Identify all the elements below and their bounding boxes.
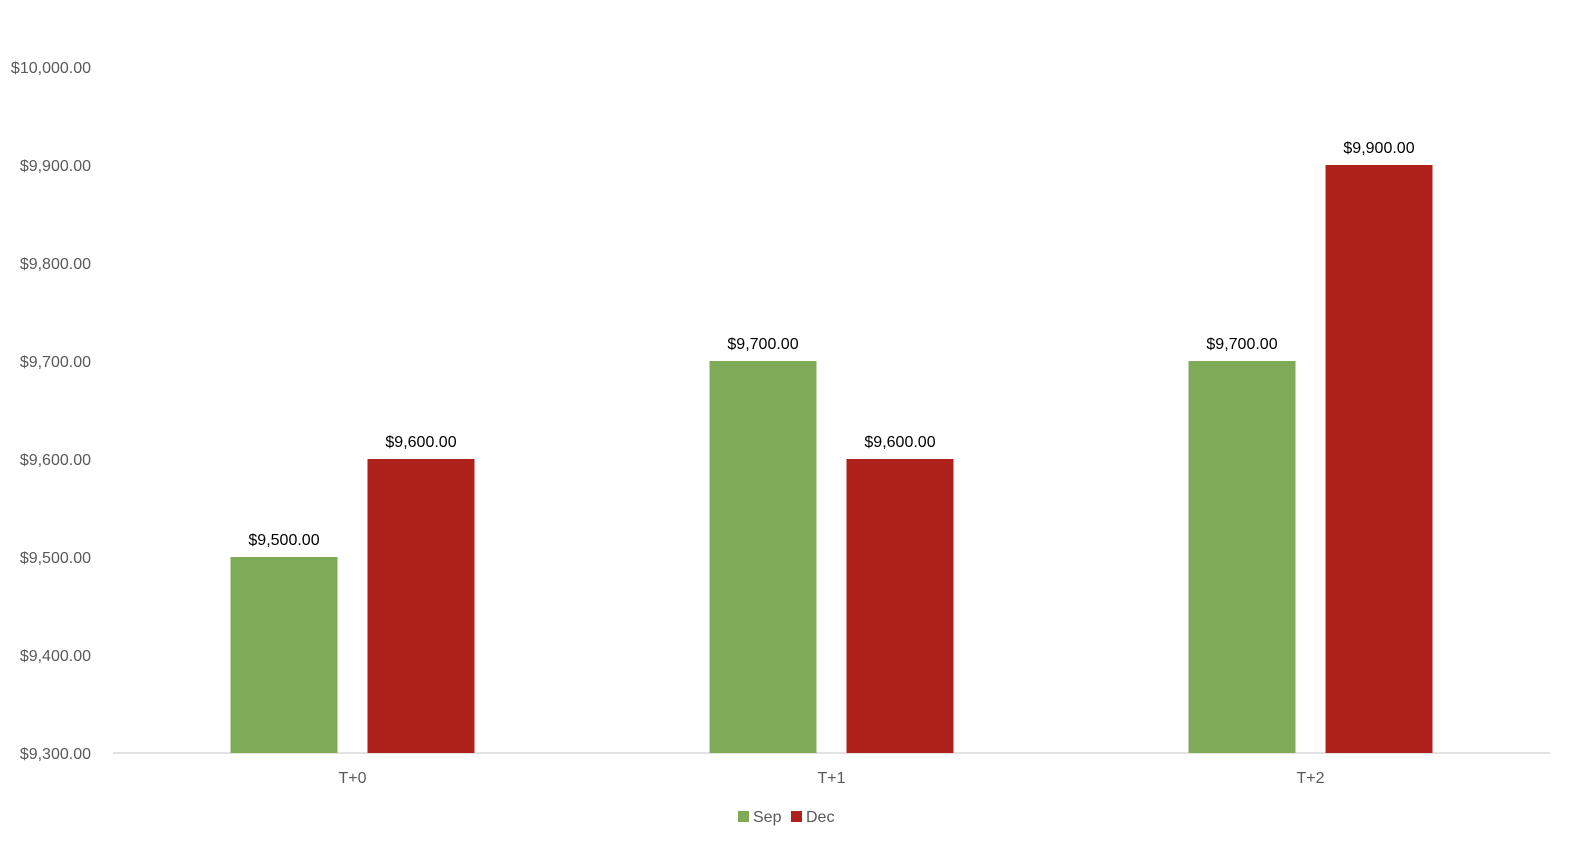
y-axis: $9,300.00 $9,400.00 $9,500.00 $9,600.00 $9,7… <box>11 60 91 763</box>
legend-swatch-dec <box>791 811 802 822</box>
data-label: $9,700.00 <box>1206 336 1277 353</box>
data-label: $9,900.00 <box>1343 140 1414 157</box>
data-label: $9,600.00 <box>864 434 935 451</box>
y-tick-label: $10,000.00 <box>11 60 91 77</box>
legend-label-sep: Sep <box>753 809 782 826</box>
x-tick-label: T+2 <box>1296 770 1324 787</box>
bar-dec-tplus0 <box>367 459 475 753</box>
bars <box>230 165 1433 753</box>
bar-dec-tplus2 <box>1325 165 1433 753</box>
x-axis: T+0 T+1 T+2 <box>113 752 1550 787</box>
y-tick-label: $9,900.00 <box>20 158 91 175</box>
data-label: $9,700.00 <box>727 336 798 353</box>
legend-label-dec: Dec <box>806 809 834 826</box>
bar-dec-tplus1 <box>846 459 954 753</box>
legend-swatch-sep <box>738 811 749 822</box>
bar-sep-tplus2 <box>1188 361 1296 753</box>
x-tick-label: T+1 <box>817 770 845 787</box>
legend: Sep Dec <box>738 809 834 826</box>
bar-sep-tplus1 <box>709 361 817 753</box>
y-tick-label: $9,600.00 <box>20 452 91 469</box>
y-tick-label: $9,700.00 <box>20 354 91 371</box>
data-label: $9,600.00 <box>385 434 456 451</box>
x-tick-label: T+0 <box>338 770 366 787</box>
data-labels: $9,500.00 $9,600.00 $9,700.00 $9,600.00 $9,7… <box>248 140 1414 549</box>
y-tick-label: $9,500.00 <box>20 550 91 567</box>
bar-sep-tplus0 <box>230 557 338 753</box>
data-label: $9,500.00 <box>248 532 319 549</box>
y-tick-label: $9,800.00 <box>20 256 91 273</box>
y-tick-label: $9,300.00 <box>20 746 91 763</box>
y-tick-label: $9,400.00 <box>20 648 91 665</box>
